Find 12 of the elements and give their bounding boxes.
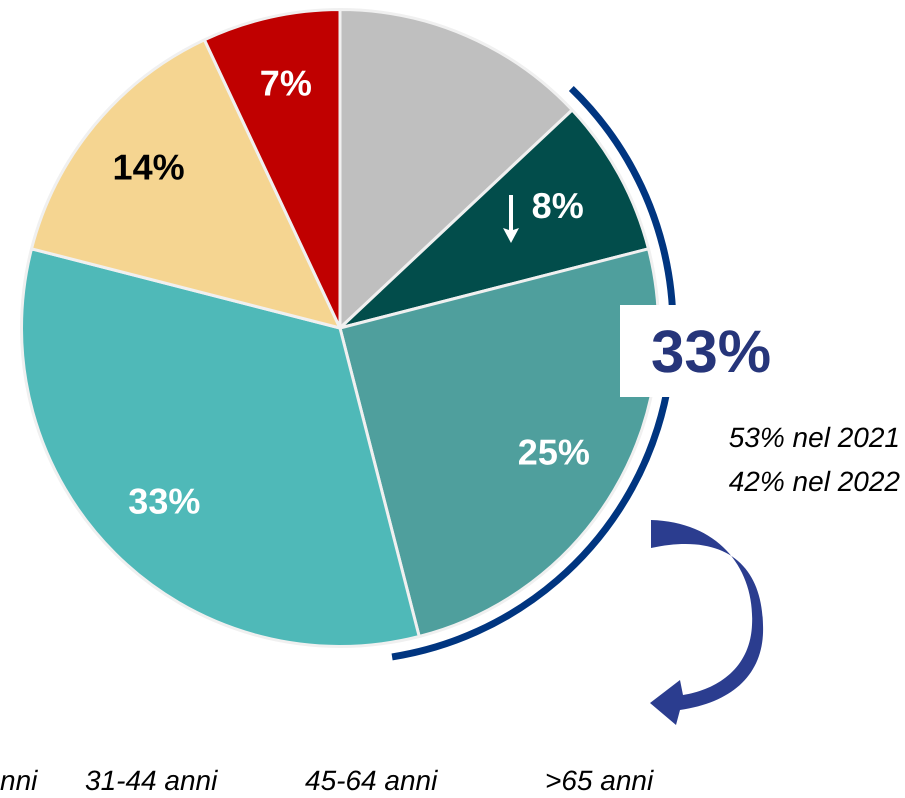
data-label: 8%	[532, 185, 584, 226]
data-label: 25%	[518, 431, 590, 472]
data-label: 14%	[112, 146, 185, 188]
text: >65 anni	[545, 765, 654, 797]
text: 42% nel 2022	[728, 466, 900, 498]
text: 53% nel 2021	[728, 422, 900, 454]
text: 31-44 anni	[85, 765, 218, 797]
text: 45-64 anni	[305, 765, 438, 797]
text: 33%	[620, 305, 802, 397]
text: nni	[0, 765, 38, 797]
data-label: 33%	[128, 480, 200, 522]
data-label: 7%	[260, 62, 312, 104]
